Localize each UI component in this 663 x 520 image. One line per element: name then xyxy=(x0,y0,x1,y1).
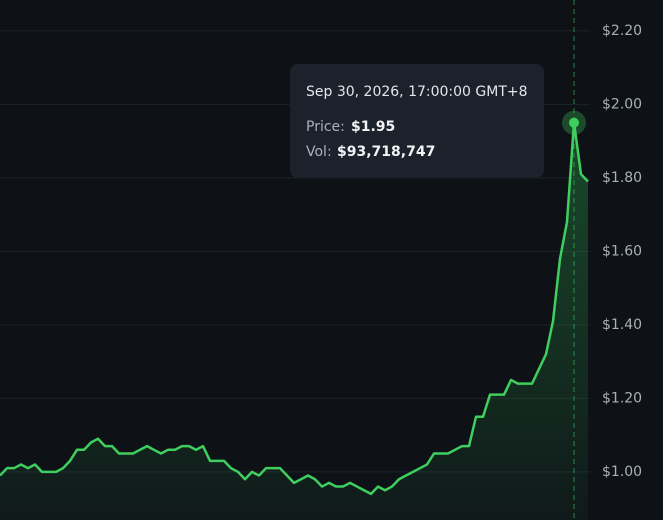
y-tick-label: $2.20 xyxy=(602,23,642,39)
y-tick-label: $1.20 xyxy=(602,390,642,406)
y-tick-label: $1.60 xyxy=(602,243,642,259)
tooltip-price: $1.95 xyxy=(351,119,395,135)
price-line xyxy=(0,121,589,496)
tooltip-price-label: Price: xyxy=(306,119,345,135)
y-tick-label: $1.80 xyxy=(602,170,642,186)
tooltip-vol: $93,718,747 xyxy=(337,144,435,160)
tooltip-date: Sep 30, 2026, 17:00:00 GMT+8 xyxy=(306,84,528,100)
hover-point xyxy=(569,117,579,128)
area xyxy=(0,122,588,520)
tooltip-vol-label: Vol: xyxy=(306,144,332,160)
y-tick-label: $2.00 xyxy=(602,96,642,112)
y-tick-label: $1.00 xyxy=(602,464,642,480)
y-tick-label: $1.40 xyxy=(602,317,642,333)
tooltip: Sep 30, 2026, 17:00:00 GMT+8 Price: $1.9… xyxy=(290,64,544,178)
tooltip-box xyxy=(290,64,544,178)
